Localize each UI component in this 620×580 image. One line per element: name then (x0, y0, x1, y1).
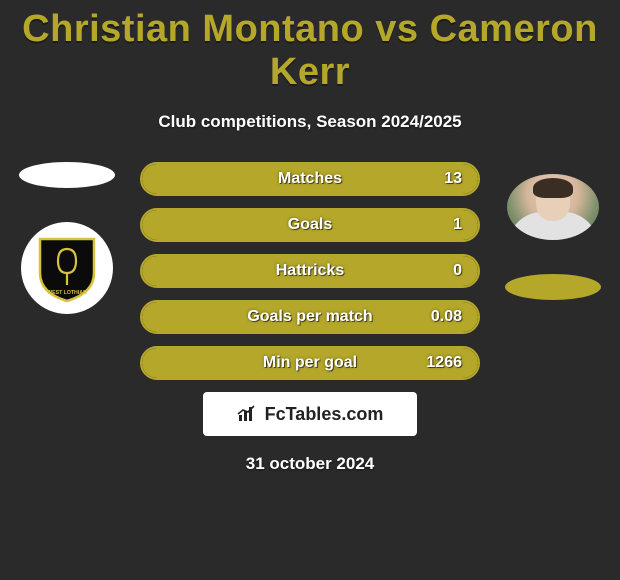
stat-bars: Matches 13 Goals 1 Hattricks 0 Goals per… (140, 162, 480, 380)
right-empty-ellipse (505, 274, 601, 300)
stat-label: Goals per match (142, 308, 478, 326)
brand-box: FcTables.com (203, 392, 417, 436)
stat-row: Matches 13 (140, 162, 480, 196)
stat-label: Hattricks (142, 262, 478, 280)
stats-area: WEST LOTHIAN Matches 13 Goals 1 Hattrick… (0, 162, 620, 380)
stat-value: 0 (453, 262, 462, 280)
right-player-column (498, 162, 608, 300)
stat-value: 13 (444, 170, 462, 188)
subtitle: Club competitions, Season 2024/2025 (0, 112, 620, 132)
right-player-photo (507, 174, 599, 240)
stat-row: Goals 1 (140, 208, 480, 242)
club-shield-icon: WEST LOTHIAN (36, 233, 98, 303)
svg-text:WEST LOTHIAN: WEST LOTHIAN (47, 290, 87, 296)
stat-row: Goals per match 0.08 (140, 300, 480, 334)
left-player-column: WEST LOTHIAN (12, 162, 122, 314)
stat-label: Matches (142, 170, 478, 188)
stat-value: 0.08 (431, 308, 462, 326)
stat-row: Hattricks 0 (140, 254, 480, 288)
left-empty-ellipse (19, 162, 115, 188)
brand-text: FcTables.com (265, 404, 384, 425)
left-club-badge: WEST LOTHIAN (21, 222, 113, 314)
stat-label: Goals (142, 216, 478, 234)
stat-value: 1266 (426, 354, 462, 372)
stat-row: Min per goal 1266 (140, 346, 480, 380)
bar-chart-icon (237, 405, 259, 423)
stat-value: 1 (453, 216, 462, 234)
footer-date: 31 october 2024 (0, 454, 620, 474)
page-title: Christian Montano vs Cameron Kerr (0, 8, 620, 94)
